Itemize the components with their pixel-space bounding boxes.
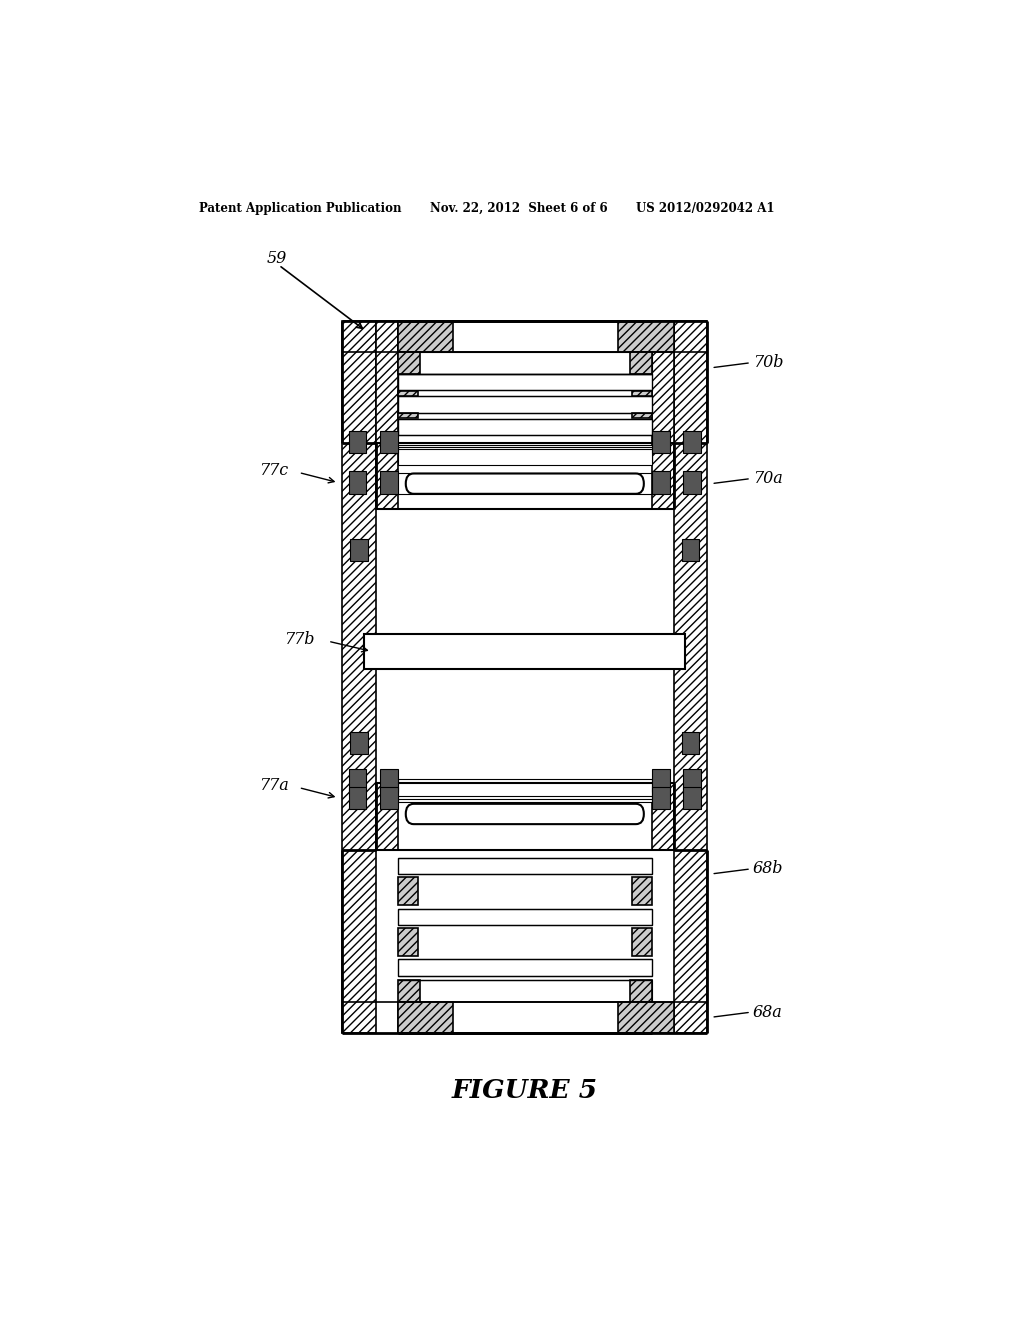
Bar [397,878,418,906]
Bar [630,979,652,1002]
Text: Nov. 22, 2012  Sheet 6 of 6: Nov. 22, 2012 Sheet 6 of 6 [430,202,607,215]
Bar [397,447,651,463]
Bar [397,979,651,1002]
Bar [397,979,420,1002]
Bar [652,770,670,792]
Bar [342,321,376,1032]
Text: 77b: 77b [285,631,314,648]
Bar [651,321,674,444]
Text: US 2012/0292042 A1: US 2012/0292042 A1 [636,202,774,215]
Text: 59: 59 [267,249,287,267]
Bar [397,445,651,461]
Bar [397,858,651,874]
Bar [376,784,397,850]
Bar [397,908,651,925]
Bar [397,321,454,351]
Text: 70a: 70a [753,470,782,487]
Bar [618,321,674,351]
Bar [651,444,674,510]
Bar [682,539,699,561]
Text: FIGURE 5: FIGURE 5 [452,1078,598,1104]
Bar [397,351,420,374]
Bar [618,1002,674,1032]
Bar [342,321,376,444]
Bar [397,374,651,391]
Text: 68a: 68a [753,1003,782,1020]
FancyBboxPatch shape [406,804,644,824]
Bar [350,539,368,561]
Bar [397,413,418,418]
Text: 77c: 77c [259,462,288,479]
Bar [397,960,651,975]
Bar [376,321,397,444]
Bar [380,770,397,792]
Bar [397,351,651,374]
Bar [632,878,652,906]
Bar [349,430,367,453]
Bar [376,444,397,510]
Bar [674,321,708,1032]
Text: 68b: 68b [753,861,783,878]
Bar [397,391,418,396]
Bar [397,783,651,799]
Bar [376,510,674,784]
Text: 70b: 70b [753,354,783,371]
Bar [365,634,685,669]
Bar [632,391,652,396]
Text: Patent Application Publication: Patent Application Publication [200,202,402,215]
Bar [632,413,652,418]
Bar [397,1002,651,1032]
Bar [652,471,670,494]
Bar [397,449,651,466]
Bar [397,321,651,351]
Bar [683,430,700,453]
Bar [380,430,397,453]
Bar [652,787,670,809]
Bar [652,430,670,453]
FancyBboxPatch shape [406,474,644,494]
Bar [397,928,418,956]
Bar [632,928,652,956]
Bar [683,787,700,809]
Bar [397,396,651,413]
Bar [349,787,367,809]
Text: 77a: 77a [259,777,289,795]
Bar [350,731,368,754]
Bar [683,770,700,792]
Bar [380,471,397,494]
Bar [682,731,699,754]
Bar [397,779,651,796]
Bar [651,784,674,850]
Bar [683,471,700,494]
Bar [349,471,367,494]
Bar [397,1002,454,1032]
Bar [380,787,397,809]
Bar [349,770,367,792]
Bar [630,351,652,374]
Bar [397,418,651,434]
Bar [397,785,651,801]
